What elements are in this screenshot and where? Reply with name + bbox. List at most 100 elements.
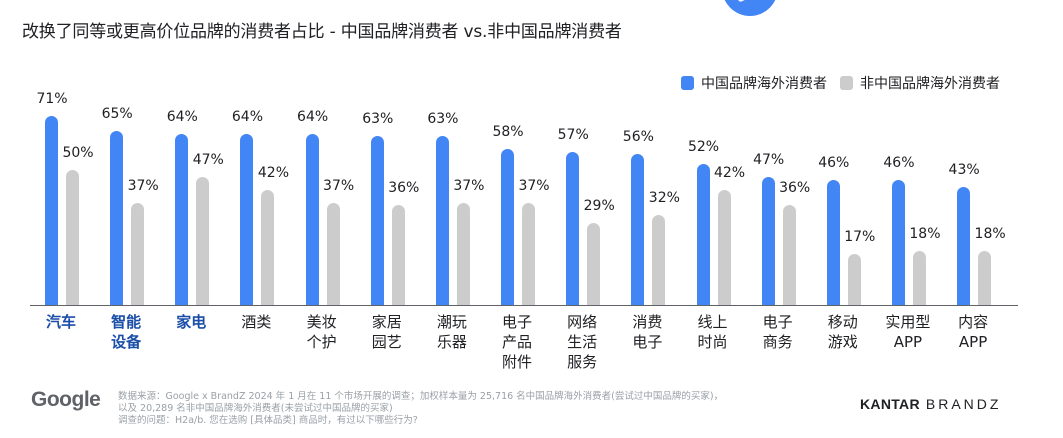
value-label-chinese-brand: 57% <box>557 126 589 143</box>
kantar-brandz-logo: KANTAR BRANDZ <box>860 396 1001 412</box>
category-label-line: 实用型 <box>885 313 931 331</box>
google-logo: Google <box>31 388 101 411</box>
category-label-line: 产品 <box>502 333 533 351</box>
bar-non-chinese-brand <box>587 223 601 305</box>
footnote-line: 以及 20,289 名非中国品牌海外消费者(未尝试过中国品牌的买家) <box>118 403 393 414</box>
value-label-non-chinese-brand: 18% <box>974 226 1006 243</box>
bar-group: 58% 37% 电子 产品 附件 <box>492 0 561 380</box>
bar-group: 71% 50% 汽车 <box>36 0 105 380</box>
category-label-line: 时尚 <box>697 333 728 351</box>
category-label-line: 园艺 <box>371 333 402 351</box>
bar-chinese-brand <box>175 133 189 305</box>
category-label-line: 网络 <box>567 313 598 331</box>
category-label-line: 乐器 <box>436 333 467 351</box>
category-label-line: 附件 <box>502 353 533 371</box>
bar-group: 64% 37% 美妆 个护 <box>297 0 366 380</box>
value-label-chinese-brand: 64% <box>231 108 263 125</box>
category-label-line: 酒类 <box>241 313 272 331</box>
category-label-line: 汽车 <box>45 313 76 331</box>
bar-group: 43% 18% 内容 APP <box>949 0 1017 380</box>
value-label-chinese-brand: 46% <box>818 154 850 171</box>
category-label-line: APP <box>893 333 923 351</box>
value-label-chinese-brand: 71% <box>36 90 68 107</box>
value-label-non-chinese-brand: 42% <box>713 164 746 181</box>
bar-non-chinese-brand <box>652 215 666 305</box>
category-label: 潮玩 乐器 <box>428 312 476 352</box>
footnote-line: 数据来源：Google x BrandZ 2024 年 1 月在 11 个市场开… <box>118 391 724 402</box>
legend-label: 非中国品牌海外消费者 <box>860 76 1000 92</box>
category-label-line: 电子 <box>762 313 793 331</box>
kantar-text: KANTAR <box>860 396 920 412</box>
category-label-line: 移动 <box>827 313 858 331</box>
category-label: 家电 <box>167 312 215 332</box>
category-label-line: 家电 <box>176 313 207 331</box>
category-label-line: 设备 <box>111 333 142 351</box>
value-label-non-chinese-brand: 37% <box>453 177 485 194</box>
bar-group: 63% 37% 潮玩 乐器 <box>427 0 496 380</box>
value-label-chinese-brand: 63% <box>362 111 394 128</box>
category-label-line: 个护 <box>306 333 337 351</box>
category-label-line: 电子 <box>502 313 533 331</box>
value-label-chinese-brand: 63% <box>427 111 459 128</box>
category-label-line: 服务 <box>567 353 598 371</box>
category-label: 内容 APP <box>949 312 997 352</box>
bar-group: 52% 42% 线上 时尚 <box>688 0 757 380</box>
value-label-chinese-brand: 47% <box>753 152 785 169</box>
bar-group: 65% 37% 智能 设备 <box>102 0 170 380</box>
source-footnote: 数据来源：Google x BrandZ 2024 年 1 月在 11 个市场开… <box>118 391 723 427</box>
category-label: 家居 园艺 <box>363 312 411 352</box>
bar-non-chinese-brand <box>847 253 861 305</box>
bar-non-chinese-brand <box>782 205 796 305</box>
value-label-non-chinese-brand: 37% <box>518 177 550 194</box>
category-label-line: 家居 <box>371 313 402 331</box>
value-label-chinese-brand: 64% <box>166 108 198 125</box>
value-label-non-chinese-brand: 17% <box>844 228 876 245</box>
bar-group: 47% 36% 电子 商务 <box>753 0 822 380</box>
bar-non-chinese-brand <box>717 189 731 305</box>
bar-chinese-brand <box>435 136 449 305</box>
bar-chinese-brand <box>696 164 710 305</box>
bar-non-chinese-brand <box>912 251 926 305</box>
bar-group: 57% 29% 网络生活服务 <box>558 0 626 380</box>
category-label-line: 商务 <box>762 333 793 351</box>
bar-group: 64% 42% 酒类 <box>232 0 300 380</box>
category-label-line: 消费 <box>632 313 663 331</box>
bar-chinese-brand <box>501 149 515 305</box>
category-label: 网络 生活 服务 <box>558 312 606 372</box>
bar-non-chinese-brand <box>522 202 536 305</box>
bar-chinese-brand <box>826 179 840 305</box>
bar-chinese-brand <box>45 115 58 305</box>
value-label-non-chinese-brand: 37% <box>323 177 355 194</box>
bar-non-chinese-brand <box>261 189 275 305</box>
value-label-chinese-brand: 56% <box>622 129 654 146</box>
bar-chinese-brand <box>631 154 645 305</box>
bar-non-chinese-brand <box>456 202 470 305</box>
value-label-chinese-brand: 52% <box>687 139 720 156</box>
category-label-line: 生活 <box>567 333 598 351</box>
category-label-line: APP <box>958 333 988 351</box>
category-label: 电子 产品 附件 <box>493 312 541 372</box>
bar-chinese-brand <box>957 187 971 305</box>
value-label-non-chinese-brand: 36% <box>388 180 420 197</box>
category-label-line: 内容 <box>958 313 989 331</box>
category-label: 酒类 <box>232 312 280 332</box>
bar-group: 46% 18% 实用型 APP <box>883 0 952 380</box>
bar-non-chinese-brand <box>66 169 79 305</box>
legend-item-non-chinese-brand: 非中国品牌海外消费者 <box>840 73 1000 93</box>
legend-swatch-grey-icon <box>840 76 853 90</box>
value-label-chinese-brand: 43% <box>948 162 980 179</box>
brandz-text: BRANDZ <box>925 396 1002 412</box>
bar-group: 46% 17% 移动 游戏 <box>818 0 887 380</box>
bar-group: 56% 32% 消费 电子 <box>623 0 691 380</box>
value-label-non-chinese-brand: 42% <box>257 164 289 181</box>
bar-non-chinese-brand <box>978 251 992 305</box>
bar-non-chinese-brand <box>391 205 405 305</box>
bar-chinese-brand <box>761 177 775 305</box>
bar-non-chinese-brand <box>326 202 340 305</box>
chart-title: 改换了同等或更高价位品牌的消费者占比 - 中国品牌消费者 vs.非中国品牌消费者 <box>22 22 622 42</box>
bar-non-chinese-brand <box>196 177 210 305</box>
bar-chinese-brand <box>891 179 905 305</box>
value-label-non-chinese-brand: 32% <box>648 190 680 207</box>
footnote-line: 调查的问题：H2a/b. 您在选购 [具体品类] 商品时，有过以下哪些行为? <box>118 415 418 426</box>
value-label-non-chinese-brand: 29% <box>583 198 615 215</box>
